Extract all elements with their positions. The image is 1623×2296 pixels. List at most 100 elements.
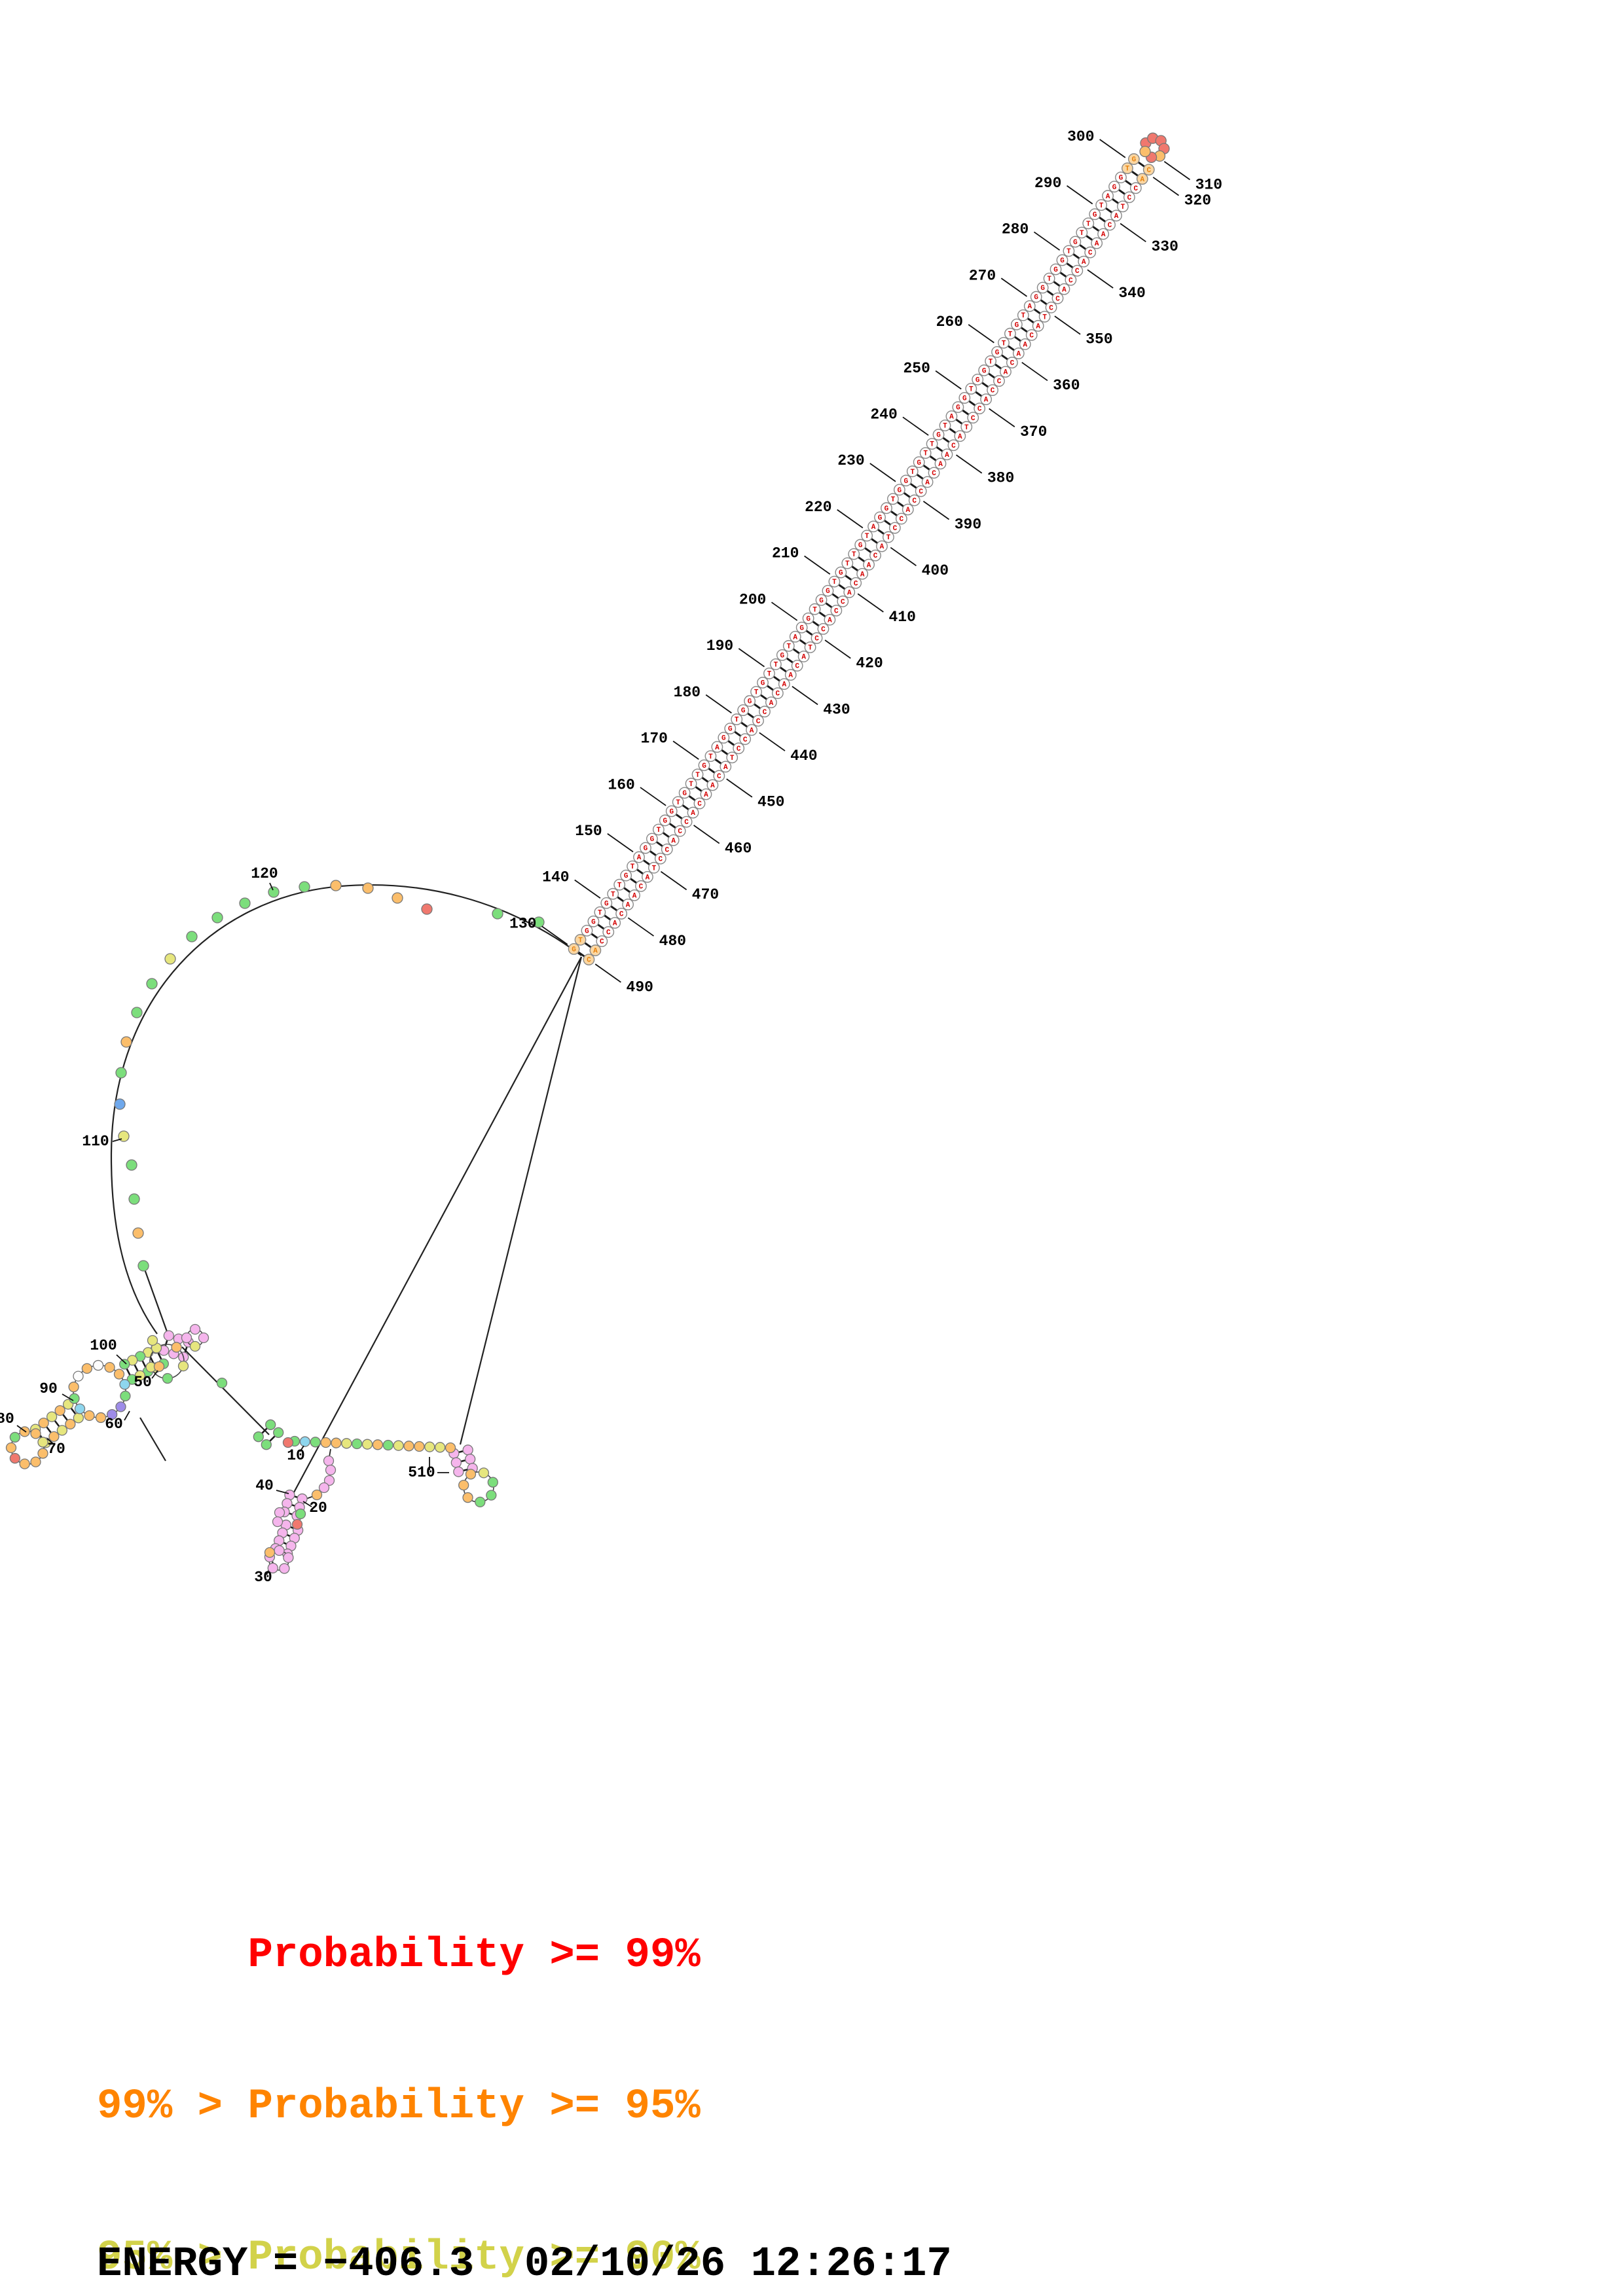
- svg-text:T: T: [774, 661, 778, 669]
- svg-text:90: 90: [39, 1380, 58, 1397]
- svg-text:C: C: [919, 488, 923, 496]
- svg-text:T: T: [1080, 230, 1084, 238]
- svg-text:A: A: [1095, 240, 1099, 248]
- svg-text:G: G: [819, 597, 824, 605]
- svg-text:A: A: [1004, 369, 1008, 377]
- svg-text:A: A: [867, 562, 871, 569]
- svg-text:C: C: [1010, 360, 1015, 368]
- svg-text:T: T: [730, 755, 735, 762]
- svg-text:430: 430: [823, 701, 850, 718]
- svg-text:480: 480: [659, 933, 686, 950]
- svg-text:G: G: [761, 680, 765, 688]
- svg-text:G: G: [585, 927, 589, 935]
- svg-text:A: A: [984, 397, 989, 404]
- svg-text:T: T: [767, 671, 772, 679]
- svg-text:A: A: [1140, 176, 1145, 184]
- svg-text:A: A: [626, 901, 630, 909]
- svg-text:160: 160: [608, 776, 634, 793]
- svg-text:G: G: [858, 542, 863, 550]
- svg-text:C: C: [717, 773, 721, 781]
- svg-text:A: A: [710, 782, 715, 790]
- svg-text:380: 380: [987, 470, 1014, 487]
- svg-text:300: 300: [1067, 128, 1094, 145]
- svg-text:T: T: [1042, 314, 1047, 321]
- svg-text:C: C: [795, 663, 799, 671]
- svg-text:T: T: [910, 469, 915, 476]
- svg-text:A: A: [1101, 231, 1106, 239]
- svg-text:A: A: [593, 948, 598, 956]
- svg-text:C: C: [756, 718, 761, 726]
- svg-text:130: 130: [509, 915, 536, 932]
- svg-text:G: G: [1119, 175, 1123, 183]
- svg-text:260: 260: [936, 314, 963, 331]
- svg-text:C: C: [1068, 277, 1073, 285]
- svg-text:G: G: [799, 624, 804, 632]
- svg-text:C: C: [834, 607, 839, 615]
- svg-text:G: G: [839, 569, 843, 577]
- svg-text:T: T: [812, 606, 817, 614]
- svg-text:T: T: [735, 717, 739, 725]
- svg-text:G: G: [650, 836, 655, 844]
- svg-text:G: G: [682, 790, 687, 798]
- svg-text:270: 270: [969, 267, 996, 284]
- svg-text:C: C: [977, 406, 982, 414]
- svg-text:A: A: [793, 634, 797, 641]
- svg-text:C: C: [1049, 304, 1053, 312]
- svg-text:290: 290: [1034, 175, 1061, 192]
- svg-text:G: G: [1060, 257, 1065, 265]
- svg-text:G: G: [962, 395, 967, 403]
- svg-text:G: G: [572, 946, 576, 954]
- svg-text:440: 440: [790, 747, 817, 764]
- svg-text:G: G: [826, 588, 830, 596]
- svg-text:220: 220: [805, 499, 831, 516]
- svg-text:50: 50: [134, 1374, 152, 1391]
- svg-text:T: T: [1021, 312, 1026, 320]
- svg-text:G: G: [898, 487, 902, 495]
- svg-text:A: A: [828, 617, 832, 624]
- svg-text:T: T: [598, 909, 602, 917]
- svg-text:A: A: [1062, 286, 1067, 294]
- svg-text:G: G: [976, 376, 980, 384]
- svg-text:320: 320: [1184, 192, 1211, 209]
- svg-text:T: T: [943, 423, 947, 431]
- svg-text:A: A: [871, 524, 876, 531]
- svg-text:T: T: [1099, 202, 1104, 210]
- svg-text:C: C: [1127, 194, 1132, 202]
- energy-value: ENERGY = −406.3: [97, 2241, 475, 2288]
- svg-text:310: 310: [1195, 176, 1222, 193]
- svg-text:G: G: [1015, 321, 1019, 329]
- svg-text:G: G: [995, 349, 1000, 357]
- svg-text:C: C: [776, 691, 780, 698]
- probability-legend: Probability >= 99% 99% > Probability >= …: [97, 1830, 701, 2296]
- svg-text:A: A: [801, 654, 806, 662]
- svg-text:230: 230: [837, 452, 864, 469]
- svg-text:A: A: [860, 571, 865, 579]
- svg-text:G: G: [1093, 211, 1097, 219]
- svg-text:280: 280: [1002, 221, 1029, 238]
- svg-text:A: A: [1082, 259, 1086, 266]
- svg-text:C: C: [697, 800, 702, 808]
- svg-text:20: 20: [309, 1499, 327, 1516]
- svg-text:A: A: [945, 452, 949, 459]
- svg-text:T: T: [1008, 331, 1013, 338]
- svg-text:G: G: [624, 872, 629, 880]
- svg-text:510: 510: [408, 1464, 435, 1481]
- svg-text:G: G: [982, 367, 987, 375]
- svg-text:G: G: [956, 404, 960, 412]
- svg-text:G: G: [1132, 156, 1137, 164]
- long-helix: GCTAGCGCTAGCTATAGCTAATGCGCTAGCGCTAGCTATA…: [568, 132, 1170, 965]
- svg-text:C: C: [587, 957, 591, 965]
- svg-text:100: 100: [90, 1337, 117, 1354]
- svg-text:C: C: [737, 745, 741, 753]
- svg-text:G: G: [1040, 285, 1045, 293]
- svg-text:70: 70: [47, 1441, 65, 1458]
- svg-text:A: A: [847, 589, 852, 597]
- svg-text:C: C: [1134, 185, 1139, 193]
- svg-text:G: G: [884, 505, 889, 513]
- legend-text: Probability >= 99%: [247, 1932, 701, 1979]
- svg-text:A: A: [1114, 213, 1119, 221]
- svg-text:G: G: [702, 762, 706, 770]
- svg-text:G: G: [591, 918, 596, 926]
